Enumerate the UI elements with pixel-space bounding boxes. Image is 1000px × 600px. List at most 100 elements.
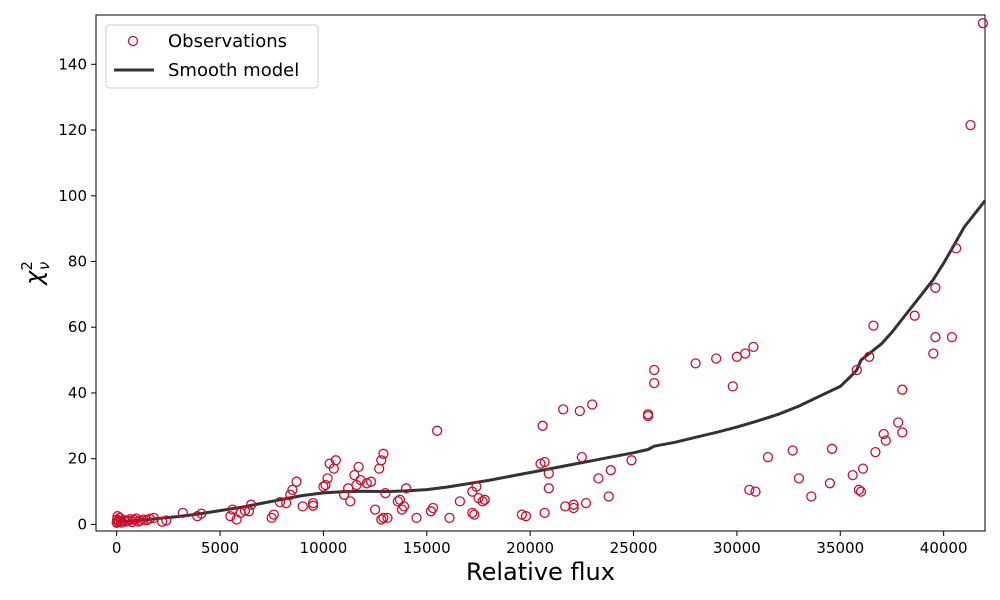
- observation-point: [243, 506, 255, 517]
- observation-point: [376, 455, 387, 466]
- legend-observations-marker: [127, 35, 139, 47]
- observation-point: [587, 399, 598, 410]
- observation-point: [853, 484, 865, 496]
- observation-point: [398, 501, 410, 512]
- observation-point: [318, 481, 329, 492]
- observation-point: [744, 484, 755, 496]
- observation-point: [396, 504, 408, 515]
- observation-point: [855, 486, 867, 497]
- observation-point: [930, 331, 941, 343]
- observation-point: [950, 243, 962, 254]
- observation-point: [824, 478, 836, 489]
- observation-point: [762, 451, 774, 463]
- observation-point: [864, 351, 875, 362]
- observation-point: [471, 481, 482, 492]
- y-tick-label: 80: [68, 252, 87, 270]
- observation-point: [245, 499, 257, 510]
- observation-point: [291, 476, 302, 487]
- observation-point: [355, 474, 366, 486]
- observation-point: [307, 500, 319, 511]
- observation-point: [444, 512, 455, 524]
- observation-point: [268, 509, 279, 520]
- observation-point: [467, 507, 478, 519]
- chart-marks: [111, 18, 989, 528]
- observation-point: [727, 381, 738, 392]
- observation-point: [431, 425, 443, 436]
- observation-point: [690, 358, 701, 369]
- legend-model-label: Smooth model: [168, 60, 299, 81]
- observation-point: [576, 451, 587, 463]
- observation-point: [897, 427, 908, 438]
- observation-point: [928, 348, 939, 359]
- observation-point: [365, 476, 377, 487]
- observation-point: [157, 516, 168, 527]
- observation-point: [225, 511, 236, 522]
- observation-point: [469, 509, 480, 520]
- observation-point: [793, 473, 805, 484]
- observation-point: [479, 494, 490, 505]
- observation-point: [349, 469, 360, 481]
- x-tick-label: 5000: [201, 539, 239, 557]
- chart-axes: 0 5000 10000 15000 20000 25000 30000 35000 40000…: [58, 55, 967, 557]
- observation-point: [605, 465, 616, 476]
- legend: Observations Smooth model: [105, 24, 319, 89]
- observation-point: [930, 282, 941, 293]
- x-axis-title: Relative flux: [466, 558, 615, 586]
- y-axis-title-superscript: 2: [18, 261, 36, 271]
- x-tick-label: 35000: [816, 539, 864, 557]
- x-tick-label: 30000: [713, 539, 761, 557]
- observation-point: [322, 473, 333, 484]
- observation-point: [378, 448, 389, 459]
- observation-point: [946, 331, 958, 343]
- observation-point: [826, 443, 838, 454]
- observation-point: [161, 515, 172, 526]
- observation-point: [977, 18, 989, 29]
- observation-point: [750, 486, 761, 497]
- observation-point: [378, 512, 389, 524]
- observation-point: [400, 483, 412, 494]
- x-tick-label: 0: [112, 539, 122, 557]
- observation-point: [320, 479, 331, 491]
- x-tick-label: 40000: [920, 539, 968, 557]
- x-tick-label: 20000: [506, 539, 554, 557]
- observation-point: [880, 435, 891, 446]
- observation-point: [893, 417, 904, 428]
- legend-box: [105, 24, 319, 89]
- y-axis-title: χ2ν: [18, 261, 53, 287]
- observation-point: [642, 410, 654, 422]
- observation-point: [603, 491, 614, 502]
- observation-point: [897, 384, 908, 395]
- observation-point: [851, 364, 862, 376]
- observation-point: [868, 320, 879, 331]
- y-tick-label: 60: [68, 318, 87, 336]
- x-tick-label: 10000: [300, 539, 348, 557]
- observation-point: [909, 310, 920, 321]
- observation-point: [965, 119, 976, 131]
- observation-point: [543, 483, 554, 494]
- observation-point: [345, 496, 356, 507]
- observation-point: [626, 455, 637, 466]
- observation-point: [477, 496, 488, 507]
- observation-point: [543, 468, 554, 479]
- y-tick-label: 140: [58, 55, 87, 73]
- svg-text:χ2ν: χ2ν: [18, 261, 53, 287]
- y-tick-label: 40: [68, 384, 87, 402]
- observation-point: [239, 505, 251, 516]
- observation-point: [748, 341, 759, 353]
- y-tick-label: 0: [77, 515, 87, 533]
- y-tick-label: 100: [58, 187, 87, 205]
- y-axis-title-subscript: ν: [35, 262, 53, 270]
- observation-point: [574, 405, 585, 417]
- observation-point: [427, 502, 439, 514]
- observation-point: [307, 497, 319, 509]
- observation-point: [287, 484, 298, 496]
- observation-point: [330, 455, 341, 466]
- observation-point: [376, 514, 387, 525]
- observation-point: [369, 504, 381, 515]
- observation-point: [847, 469, 858, 481]
- observation-point: [177, 507, 188, 519]
- observation-point: [196, 508, 207, 519]
- y-tick-label: 120: [58, 121, 87, 139]
- observation-point: [870, 446, 881, 458]
